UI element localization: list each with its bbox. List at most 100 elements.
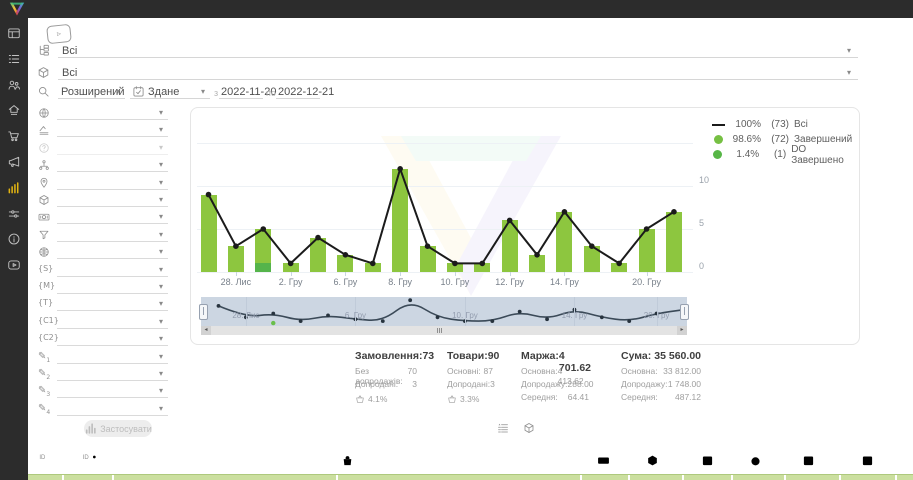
- x-axis-label: 20. Гру: [632, 277, 661, 287]
- scroll-grip[interactable]: [437, 328, 442, 333]
- column-calendar-export-icon[interactable]: [861, 454, 874, 472]
- bar-completed: [310, 237, 327, 272]
- id-dash-icon[interactable]: ID: [82, 453, 98, 474]
- filter-input[interactable]: [57, 362, 168, 364]
- side-filter-row-4[interactable]: ▾: [36, 158, 170, 175]
- side-filter-row-6[interactable]: ▾: [36, 193, 170, 210]
- chart-line-layer: [205, 166, 677, 267]
- sidebar-item-sales[interactable]: [0, 125, 28, 147]
- side-filter-row-5[interactable]: ▾: [36, 176, 170, 193]
- sidebar-item-settings[interactable]: [0, 203, 28, 225]
- stat-title: Сума:: [621, 350, 652, 362]
- filter-input[interactable]: [57, 119, 168, 120]
- minibars-icon: [84, 422, 97, 435]
- legend-item-2[interactable]: 98.6% (72) Завершений: [711, 132, 859, 147]
- stat-title: Маржа:: [521, 350, 559, 362]
- pencil-4-icon: ✎4: [38, 402, 51, 416]
- filter-input[interactable]: [57, 327, 168, 329]
- pencil-3-icon: ✎3: [38, 385, 51, 399]
- bar-completed: [364, 263, 381, 272]
- megaphone-icon: [7, 155, 21, 169]
- side-filter-row-10[interactable]: {S} ▾: [36, 263, 170, 280]
- filter-input[interactable]: [57, 345, 168, 347]
- filter-input[interactable]: [57, 223, 168, 225]
- sidebar-item-analytics[interactable]: [0, 177, 28, 199]
- side-filter-row-11[interactable]: {M} ▾: [36, 280, 170, 297]
- id-lines-icon[interactable]: ID: [38, 453, 54, 474]
- view-toggle-box-icon[interactable]: [523, 422, 535, 434]
- column-money-icon[interactable]: [597, 454, 610, 472]
- side-filter-row-14[interactable]: {C2} ▾: [36, 332, 170, 349]
- y-axis-label: 5: [699, 218, 705, 228]
- sidebar: [0, 18, 28, 480]
- side-filter-row-2[interactable]: ▾: [36, 123, 170, 140]
- side-filter-row-18[interactable]: ✎4 ▾: [36, 402, 170, 419]
- video-hint-button[interactable]: ▹: [46, 23, 72, 45]
- filter-input[interactable]: [57, 293, 168, 294]
- side-filter-row-17[interactable]: ✎3 ▾: [36, 384, 170, 401]
- filter-input[interactable]: [57, 153, 168, 155]
- side-filter-row-3[interactable]: ▾: [36, 141, 170, 158]
- users-icon: [7, 78, 21, 92]
- bar-completed: [474, 263, 491, 272]
- filter-input[interactable]: [57, 258, 168, 260]
- filter-input[interactable]: [57, 310, 168, 312]
- sidebar-item-marketing[interactable]: [0, 151, 28, 173]
- sidebar-item-dashboard[interactable]: [0, 22, 28, 44]
- sidebar-item-info[interactable]: [0, 228, 28, 250]
- column-box-icon[interactable]: [646, 454, 659, 472]
- navigator-handle-left[interactable]: [199, 304, 208, 320]
- legend-swatch: [711, 150, 725, 159]
- filter-input[interactable]: [57, 188, 168, 190]
- search-icon[interactable]: [37, 85, 50, 98]
- filter-input[interactable]: [57, 206, 168, 207]
- navigator-handle-right[interactable]: [680, 304, 689, 320]
- filter-input[interactable]: [57, 136, 168, 138]
- side-filter-row-1[interactable]: ▾: [36, 106, 170, 123]
- date-to-label: по: [266, 88, 276, 98]
- legend-item-1[interactable]: 100% (73) Всі: [711, 117, 859, 132]
- side-filter-row-15[interactable]: ✎1 ▾: [36, 350, 170, 367]
- sidebar-item-clients[interactable]: [0, 74, 28, 96]
- legend-item-3[interactable]: 1.4% (1) DO Завершено: [711, 144, 859, 166]
- legend-count: (72): [771, 134, 789, 145]
- navigator[interactable]: 28. Лис 6. Гру 10. Гру 14. Гру 20. Гру: [199, 297, 689, 326]
- play-icon: [7, 258, 21, 272]
- legend-pct: 100%: [735, 119, 761, 130]
- column-calendar-clock-icon[interactable]: [802, 454, 815, 472]
- stat-column-2: Товари: 90 Основні: 87 Допродані: 3 3.3%: [447, 350, 500, 404]
- filter-input[interactable]: [57, 240, 168, 242]
- navigator-label: 10. Гру: [452, 311, 478, 320]
- column-calendar-icon[interactable]: [701, 454, 714, 472]
- filter-input[interactable]: [57, 171, 168, 173]
- view-toggle-list-sort-icon[interactable]: [497, 422, 509, 434]
- legend-name: Завершений: [794, 134, 853, 145]
- stat-value: 73: [422, 350, 435, 362]
- scroll-right-button[interactable]: ▸: [677, 326, 687, 335]
- bar-completed: [282, 263, 299, 272]
- apply-button[interactable]: Застосувати: [84, 420, 152, 437]
- filter-input[interactable]: [57, 414, 168, 416]
- filter-input[interactable]: [57, 275, 168, 277]
- column-bag-icon[interactable]: [341, 454, 354, 472]
- table-header-strip[interactable]: [28, 474, 913, 480]
- scroll-left-button[interactable]: ◂: [201, 326, 211, 335]
- side-filter-row-13[interactable]: {C1} ▾: [36, 315, 170, 332]
- filter-input[interactable]: [57, 397, 168, 399]
- bar-completed: [419, 246, 436, 272]
- side-filter-row-12[interactable]: {T} ▾: [36, 297, 170, 314]
- side-filter-row-8[interactable]: ▾: [36, 228, 170, 245]
- side-filter-row-9[interactable]: ▾: [36, 245, 170, 262]
- column-stopwatch-icon[interactable]: [749, 454, 762, 472]
- stat-column-4: Сума: 35 560.00 Основна: 33 812.00 Допродажу…: [621, 350, 701, 402]
- sidebar-item-orders[interactable]: [0, 48, 28, 70]
- sidebar-item-company[interactable]: [0, 99, 28, 121]
- side-filter-row-7[interactable]: ▾: [36, 210, 170, 227]
- basket-icon: [355, 394, 365, 404]
- filter-input[interactable]: [57, 380, 168, 381]
- navigator-scrollbar[interactable]: ◂ ▸: [201, 326, 687, 335]
- side-filter-row-16[interactable]: ✎2 ▾: [36, 367, 170, 384]
- sidebar-item-video[interactable]: [0, 254, 28, 276]
- svg-text:ID: ID: [39, 455, 46, 461]
